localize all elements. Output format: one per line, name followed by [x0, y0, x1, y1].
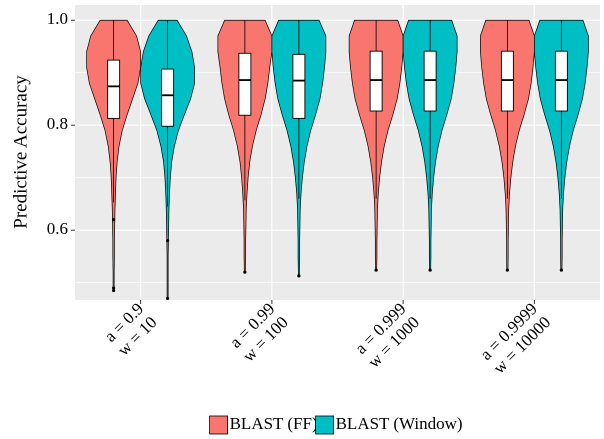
box — [161, 68, 175, 127]
outlier — [112, 286, 116, 290]
box — [423, 50, 437, 112]
outlier — [297, 274, 301, 278]
box — [369, 50, 383, 112]
legend-swatch — [209, 415, 229, 435]
y-tick-label: 0.6 — [47, 219, 68, 238]
outlier — [374, 268, 378, 272]
outlier — [166, 296, 170, 301]
outlier — [559, 268, 563, 272]
outlier — [243, 270, 247, 274]
y-tick-label: 0.8 — [47, 114, 68, 133]
x-tick-label: a = 0.9w = 10 — [100, 299, 160, 359]
x-tick-label: a = 0.999w = 1000 — [351, 299, 423, 371]
outlier — [505, 268, 509, 272]
y-tick-label: 1.0 — [47, 9, 68, 28]
y-axis-label: Predictive Accuracy — [10, 75, 31, 229]
box — [107, 59, 121, 119]
outlier — [428, 268, 432, 272]
x-tick-label: a = 0.99w = 100 — [225, 299, 291, 365]
outlier — [112, 218, 116, 222]
legend-label: BLAST (Window) — [336, 414, 463, 433]
legend-swatch — [315, 415, 335, 435]
outlier — [166, 239, 170, 243]
box — [238, 52, 252, 116]
legend-label: BLAST (FF) — [230, 414, 318, 433]
x-tick-label: a = 0.9999w = 10000 — [476, 299, 554, 377]
box — [500, 50, 514, 112]
box — [292, 53, 306, 119]
box — [554, 50, 568, 112]
outlier — [112, 288, 116, 293]
